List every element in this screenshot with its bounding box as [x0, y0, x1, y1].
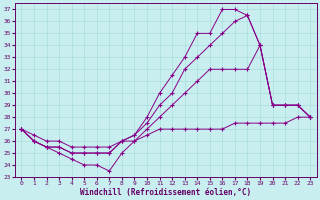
X-axis label: Windchill (Refroidissement éolien,°C): Windchill (Refroidissement éolien,°C) — [80, 188, 252, 197]
